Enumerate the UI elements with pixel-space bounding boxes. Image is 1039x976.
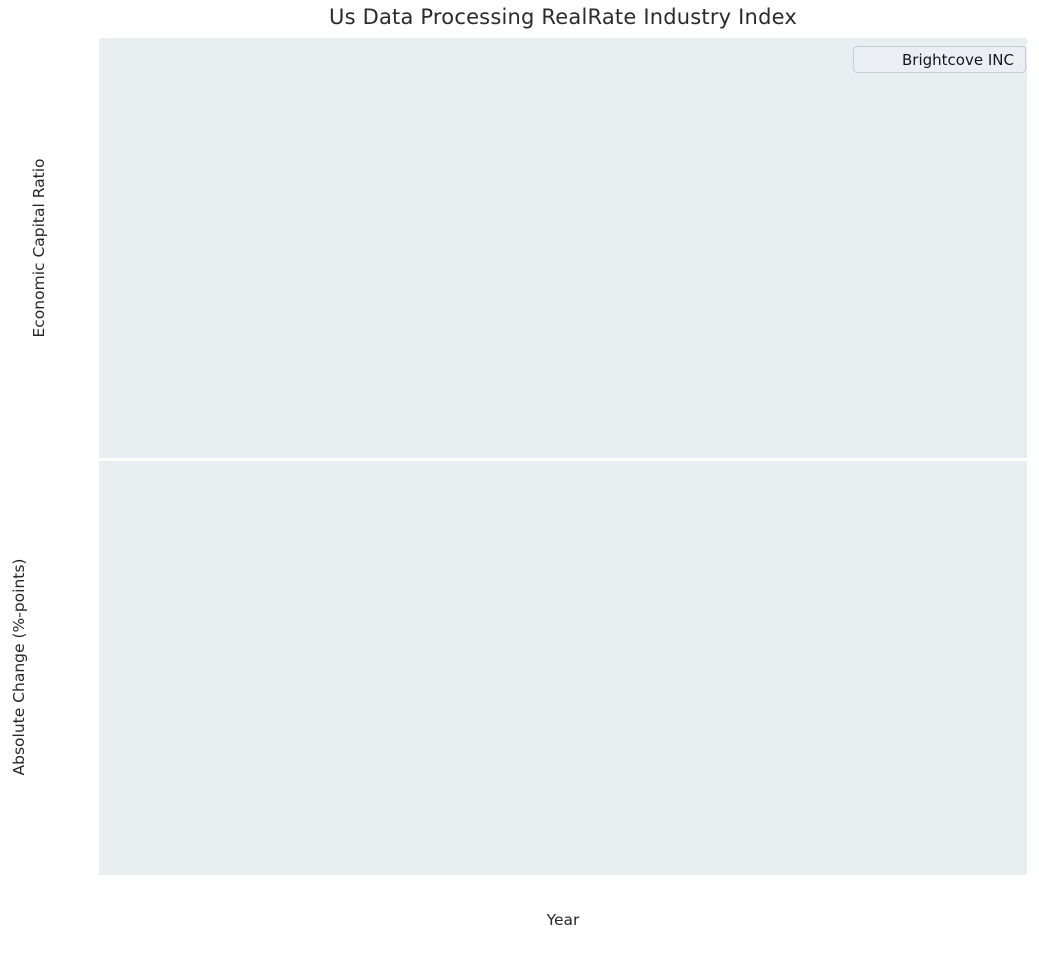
x-axis-label: Year <box>546 911 580 929</box>
economic-capital-ratio-plot-svg <box>99 38 1027 458</box>
legend-label: Brightcove INC <box>902 50 1014 69</box>
y-axis-label-bottom: Absolute Change (%-points) <box>10 558 28 776</box>
legend: Brightcove INC <box>853 46 1026 73</box>
plot-absolute-change <box>99 461 1027 875</box>
legend-line-swatch <box>864 58 893 61</box>
y-axis-label-top: Economic Capital Ratio <box>30 158 48 338</box>
chart-title: Us Data Processing RealRate Industry Ind… <box>329 5 797 29</box>
plot-economic-capital-ratio <box>99 38 1027 458</box>
